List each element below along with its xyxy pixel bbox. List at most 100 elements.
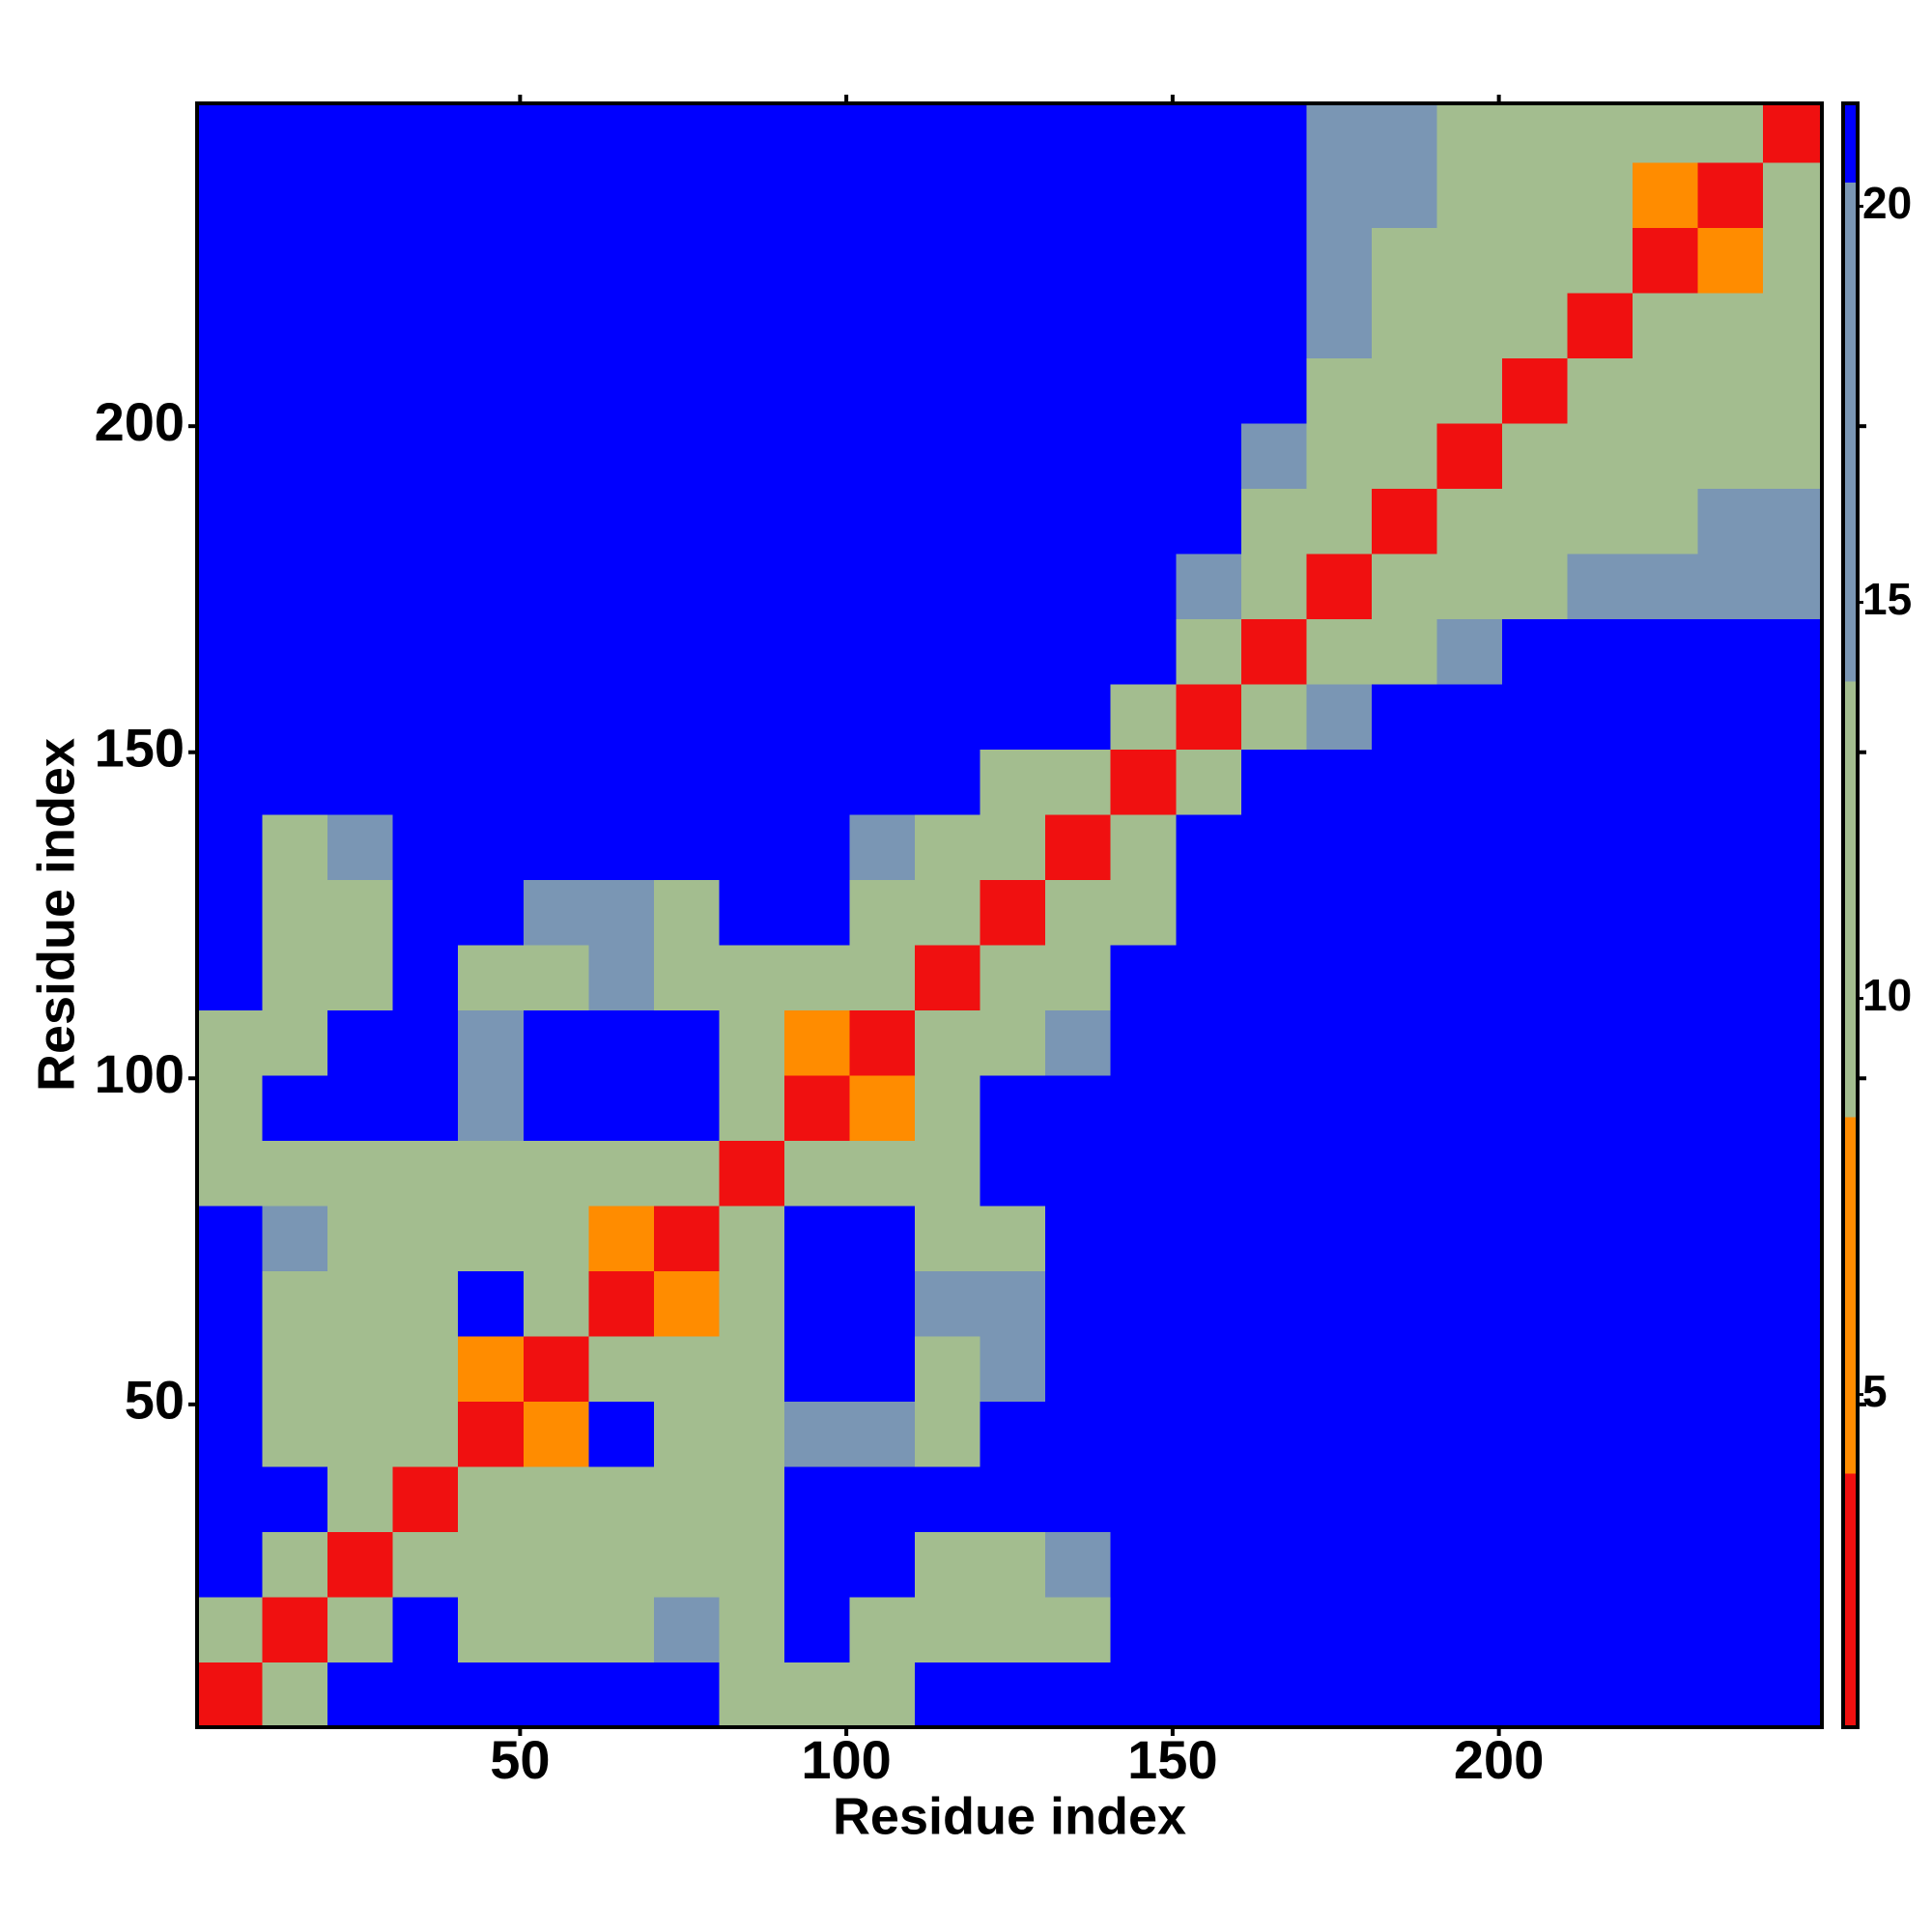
heatmap-cell xyxy=(1240,1270,1307,1337)
heatmap-cell xyxy=(523,161,589,228)
heatmap-cell xyxy=(849,103,916,163)
heatmap-cell xyxy=(458,1335,525,1402)
heatmap-cell xyxy=(327,618,394,685)
heatmap-cell xyxy=(653,1465,720,1532)
heatmap-cell xyxy=(392,103,459,163)
heatmap-cell xyxy=(1371,749,1437,815)
heatmap-cell xyxy=(1306,879,1373,946)
heatmap-cell xyxy=(1697,1531,1764,1598)
heatmap-cell xyxy=(458,1465,525,1532)
heatmap-cell xyxy=(1176,813,1242,880)
heatmap-cell xyxy=(915,1205,981,1271)
heatmap-cell xyxy=(1371,1401,1437,1467)
x-tick-label: 100 xyxy=(801,1729,891,1790)
heatmap-cell xyxy=(588,749,655,815)
heatmap-cell xyxy=(849,1074,916,1141)
heatmap-cell xyxy=(1371,618,1437,685)
heatmap-cell xyxy=(1697,161,1764,228)
heatmap-cell xyxy=(588,683,655,750)
heatmap-cell xyxy=(392,1270,459,1337)
heatmap-cell xyxy=(783,553,851,619)
heatmap-cell xyxy=(392,1465,459,1532)
heatmap-cell xyxy=(1371,944,1437,1010)
heatmap-cell xyxy=(653,683,720,750)
heatmap-cell xyxy=(719,813,785,880)
colorbar-tick-label: 5 xyxy=(1862,1366,1888,1416)
heatmap-cell xyxy=(1633,357,1699,424)
heatmap-cell xyxy=(197,488,264,554)
heatmap-cell xyxy=(1240,1465,1307,1532)
heatmap-cell xyxy=(327,683,394,750)
heatmap-cell xyxy=(262,1401,328,1467)
heatmap-cell xyxy=(262,1335,328,1402)
plot-frame xyxy=(195,101,1824,1729)
heatmap-cell xyxy=(458,1596,525,1662)
heatmap-cell xyxy=(980,103,1046,163)
heatmap-cell xyxy=(588,292,655,358)
heatmap-cell xyxy=(197,879,264,946)
heatmap-cell xyxy=(1502,1009,1569,1076)
heatmap-cell xyxy=(523,227,589,294)
heatmap-cell xyxy=(262,161,328,228)
heatmap-cell xyxy=(980,292,1046,358)
heatmap-cell xyxy=(849,422,916,489)
heatmap-cell xyxy=(1110,422,1177,489)
heatmap-cell xyxy=(1045,553,1112,619)
heatmap-cell xyxy=(1045,488,1112,554)
heatmap-cell xyxy=(719,422,785,489)
heatmap-cell xyxy=(1502,813,1569,880)
heatmap-cell xyxy=(1633,1662,1699,1728)
heatmap-cell xyxy=(1176,553,1242,619)
heatmap-cell xyxy=(1240,292,1307,358)
heatmap-cell xyxy=(392,1662,459,1728)
heatmap-cell xyxy=(1633,227,1699,294)
heatmap-cell xyxy=(653,1335,720,1402)
heatmap-cell xyxy=(1371,1335,1437,1402)
heatmap-cell xyxy=(197,1531,264,1598)
heatmap-cell xyxy=(783,357,851,424)
heatmap-cell xyxy=(915,1531,981,1598)
heatmap-cell xyxy=(1697,879,1764,946)
heatmap-cell xyxy=(327,1009,394,1076)
heatmap-cell xyxy=(197,749,264,815)
heatmap-cell xyxy=(1502,1662,1569,1728)
heatmap-cell xyxy=(197,422,264,489)
heatmap-cell xyxy=(1045,1335,1112,1402)
heatmap-cell xyxy=(1763,749,1823,815)
heatmap-cell xyxy=(327,1662,394,1728)
heatmap-cell xyxy=(1371,879,1437,946)
heatmap-cell xyxy=(783,813,851,880)
heatmap-cell xyxy=(262,1531,328,1598)
colorbar-band xyxy=(1843,103,1858,183)
heatmap-cell xyxy=(1176,161,1242,228)
heatmap-cell xyxy=(1697,103,1764,163)
heatmap-cell xyxy=(392,292,459,358)
heatmap-cell xyxy=(1436,1596,1503,1662)
heatmap-cell xyxy=(1045,1205,1112,1271)
heatmap-cell xyxy=(1176,1662,1242,1728)
heatmap-cell xyxy=(1045,161,1112,228)
heatmap-cell xyxy=(1763,103,1823,163)
heatmap-cell xyxy=(783,227,851,294)
heatmap-cell xyxy=(392,944,459,1010)
heatmap-cell xyxy=(458,103,525,163)
x-tick-label: 50 xyxy=(490,1729,550,1790)
heatmap-cell xyxy=(588,1074,655,1141)
heatmap-cell xyxy=(849,618,916,685)
heatmap-cell xyxy=(1502,227,1569,294)
heatmap-cell xyxy=(783,1009,851,1076)
heatmap-cell xyxy=(458,1074,525,1141)
heatmap-cell xyxy=(1110,357,1177,424)
heatmap-cell xyxy=(653,422,720,489)
heatmap-cell xyxy=(197,292,264,358)
heatmap-cell xyxy=(392,1140,459,1207)
heatmap-cell xyxy=(1045,813,1112,880)
heatmap-cell xyxy=(1502,103,1569,163)
heatmap-cell xyxy=(783,292,851,358)
heatmap-cell xyxy=(1567,1140,1634,1207)
heatmap-cell xyxy=(1697,813,1764,880)
heatmap-cell xyxy=(1110,103,1177,163)
heatmap-cell xyxy=(1110,1531,1177,1598)
heatmap-cell xyxy=(392,1401,459,1467)
